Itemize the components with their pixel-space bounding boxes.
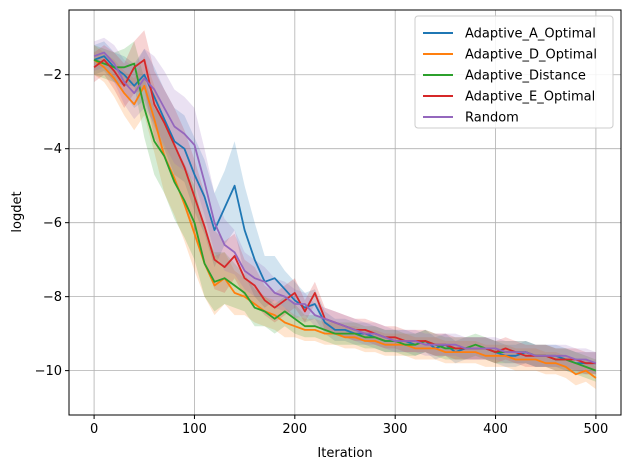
- x-tick-label: 500: [583, 422, 608, 437]
- y-tick-label: −10: [35, 364, 62, 379]
- y-axis-ticks: −10 −8 −6 −4 −2: [35, 68, 69, 379]
- y-tick-label: −6: [43, 216, 62, 231]
- x-tick-label: 0: [90, 422, 98, 437]
- x-tick-label: 300: [383, 422, 408, 437]
- band-random: [94, 37, 596, 375]
- x-axis-label: Iteration: [317, 446, 372, 461]
- y-tick-label: −2: [43, 68, 62, 83]
- legend: Adaptive_A_Optimal Adaptive_D_Optimal Adap…: [414, 15, 614, 129]
- series-lines: [93, 51, 597, 379]
- plot-frame: [68, 9, 622, 416]
- y-tick-label: −4: [43, 142, 62, 157]
- band-adaptive-d-optimal: [94, 45, 596, 390]
- band-adaptive-e-optimal: [94, 30, 596, 375]
- x-tick-label: 400: [483, 422, 508, 437]
- legend-label-adaptive-e-optimal: Adaptive_E_Optimal: [465, 90, 595, 105]
- y-tick-label: −8: [43, 290, 62, 305]
- legend-label-random: Random: [465, 111, 519, 126]
- legend-label-adaptive-distance: Adaptive_Distance: [465, 69, 586, 84]
- x-axis-ticks: 0 100 200 300 400 500: [90, 415, 608, 437]
- series-line-adaptive-a-optimal: [93, 55, 596, 365]
- band-adaptive-distance: [94, 41, 596, 382]
- legend-frame: [414, 15, 614, 129]
- series-line-random: [93, 51, 597, 365]
- y-axis-label: logdet: [10, 191, 25, 232]
- legend-label-adaptive-d-optimal: Adaptive_D_Optimal: [465, 48, 597, 63]
- x-tick-label: 200: [282, 422, 307, 437]
- x-tick-label: 100: [182, 422, 207, 437]
- legend-label-adaptive-a-optimal: Adaptive_A_Optimal: [465, 27, 596, 42]
